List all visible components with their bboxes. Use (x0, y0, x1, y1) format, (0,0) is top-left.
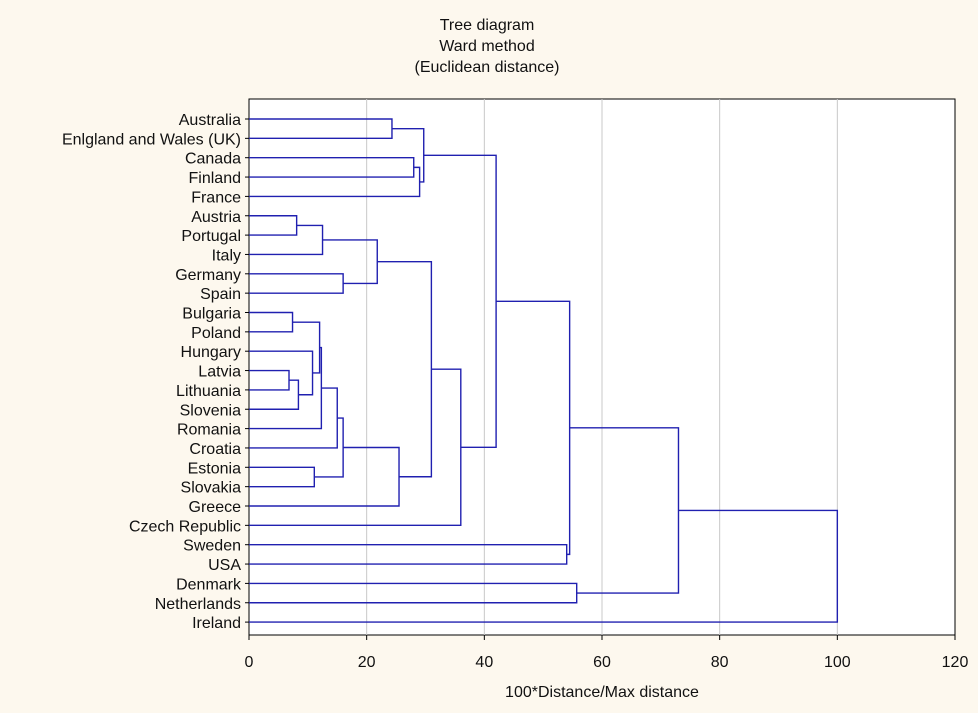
leaf-label: Enlgland and Wales (UK) (62, 131, 241, 148)
leaf-label: Slovakia (181, 480, 242, 497)
x-axis-label: 100*Distance/Max distance (505, 684, 699, 701)
leaf-label: Canada (185, 151, 241, 168)
leaf-label: Portugal (181, 228, 241, 245)
leaf-label: Australia (179, 112, 241, 129)
leaf-label: Spain (200, 286, 241, 303)
leaf-label: France (191, 189, 241, 206)
dendrogram-link (377, 261, 433, 478)
leaf-label: Finland (189, 170, 241, 187)
dendrogram-link (249, 509, 839, 623)
leaf-label: Latvia (198, 364, 241, 381)
leaf-label: Ireland (192, 615, 241, 632)
dendrogram-link (569, 427, 680, 594)
dendrogram-link (249, 273, 344, 294)
chart-title-line-1: Tree diagram (440, 17, 535, 34)
x-tick-label: 20 (358, 654, 376, 671)
leaf-label: Greece (189, 499, 242, 516)
leaf-label: Denmark (176, 576, 242, 593)
leaf-label: Croatia (189, 441, 241, 458)
leaf-label: Romania (177, 422, 241, 439)
x-axis-ticks: 0 20 40 60 80 100 120 (245, 635, 969, 671)
leaf-label: Poland (191, 325, 241, 342)
leaf-label: Hungary (181, 344, 241, 361)
leaf-label: Bulgaria (182, 306, 241, 323)
leaf-label: Austria (191, 209, 241, 226)
dendrogram-links (249, 118, 839, 623)
x-tick-label: 0 (245, 654, 254, 671)
leaf-label: Netherlands (155, 596, 241, 613)
x-tick-label: 120 (942, 654, 969, 671)
leaf-label: Italy (212, 247, 241, 264)
x-tick-label: 40 (475, 654, 493, 671)
leaf-label: Germany (175, 267, 241, 284)
chart-title-line-2: Ward method (439, 38, 534, 55)
chart-title-line-3: (Euclidean distance) (415, 59, 560, 76)
x-tick-label: 80 (711, 654, 729, 671)
leaf-label: Slovenia (180, 402, 241, 419)
leaf-label: USA (208, 557, 241, 574)
leaf-label: Czech Republic (129, 518, 241, 535)
x-tick-label: 60 (593, 654, 611, 671)
leaf-label: Sweden (183, 538, 241, 555)
dendrogram-link (314, 417, 344, 478)
leaf-label: Lithuania (176, 383, 241, 400)
leaf-labels: Australia Enlgland and Wales (UK) Canada Fi… (62, 112, 249, 632)
x-tick-label: 100 (824, 654, 851, 671)
dendrogram-link (249, 157, 415, 178)
leaf-label: Estonia (188, 460, 241, 477)
